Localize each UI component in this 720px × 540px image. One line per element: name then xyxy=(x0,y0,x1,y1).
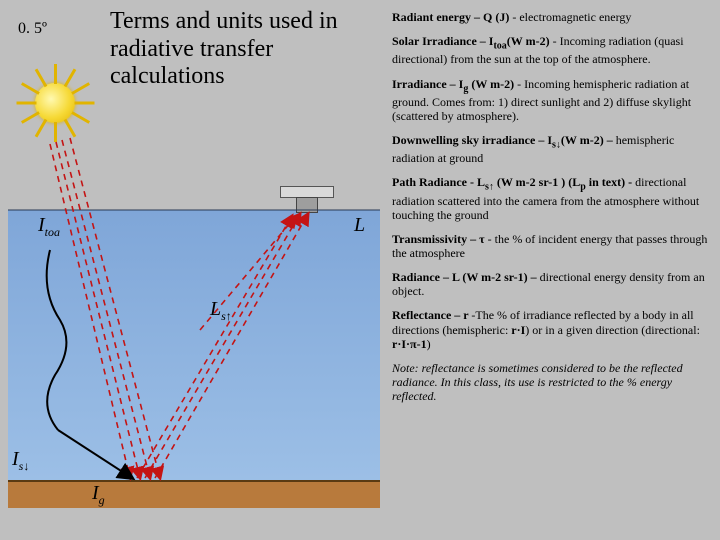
t-rf-m2: r·I·π-1 xyxy=(392,337,427,351)
term-note: Note: reflectance is sometimes considere… xyxy=(392,361,708,403)
term-downwelling: Downwelling sky irradiance – Is↓(W m-2) … xyxy=(392,133,708,165)
label-Ls-up-sub: s↑ xyxy=(221,309,232,323)
t-pr-units2: in text) - xyxy=(586,175,635,189)
t-pr-head: Path Radiance - L xyxy=(392,175,485,189)
t-tr-head: Transmissivity – τ xyxy=(392,232,488,246)
ground-rect xyxy=(8,480,380,508)
sky-rect xyxy=(8,210,380,480)
sun-icon xyxy=(10,58,100,148)
terms-panel: Radiant energy – Q (J) - electromagnetic… xyxy=(392,10,708,413)
t-rf-m1: r·I xyxy=(511,323,525,337)
sun-ray xyxy=(35,119,48,138)
radiative-diagram: Itoa L Ls↑ Is↓ Ig xyxy=(0,0,388,540)
t-pr-sub: s↑ xyxy=(485,182,494,193)
label-Ig-sym: I xyxy=(92,482,99,504)
sun-ray xyxy=(17,102,37,105)
t-ra-head: Radiance – L (W m-2 sr-1) – xyxy=(392,270,540,284)
label-L: L xyxy=(354,214,365,237)
label-Ig: Ig xyxy=(92,482,105,508)
term-radiant-energy: Radiant energy – Q (J) - electromagnetic… xyxy=(392,10,708,24)
sun-ray xyxy=(64,68,77,87)
t-dw-sub: s↓ xyxy=(552,139,561,150)
t-ir-units: (W m-2) xyxy=(468,77,517,91)
label-Is-down: Is↓ xyxy=(12,448,29,474)
label-Ls-up: Ls↑ xyxy=(210,298,232,324)
label-Ig-sub: g xyxy=(99,493,105,507)
t-si-units: (W m-2) xyxy=(507,34,553,48)
label-Itoa-sub: toa xyxy=(45,225,60,239)
sun-ray xyxy=(75,102,95,105)
sun-ray xyxy=(64,119,77,138)
label-Ls-up-sym: L xyxy=(210,298,221,320)
term-reflectance: Reflectance – r -The % of irradiance ref… xyxy=(392,308,708,350)
t-re-head: Radiant energy – Q (J) xyxy=(392,10,512,24)
sensor-body xyxy=(296,197,318,213)
t-rf-body3: ) xyxy=(427,337,431,351)
t-ir-head: Irradiance – I xyxy=(392,77,463,91)
sun-core xyxy=(35,83,75,123)
t-dw-units: (W m-2) – xyxy=(561,133,616,147)
term-irradiance: Irradiance – Ig (W m-2) - Incoming hemis… xyxy=(392,77,708,124)
label-Itoa-sym: I xyxy=(38,214,45,236)
t-dw-head: Downwelling sky irradiance – I xyxy=(392,133,552,147)
label-Itoa: Itoa xyxy=(38,214,60,240)
label-Is-down-sub: s↓ xyxy=(19,459,30,473)
term-radiance: Radiance – L (W m-2 sr-1) – directional … xyxy=(392,270,708,298)
sun-ray xyxy=(71,82,90,95)
t-rf-head: Reflectance – r xyxy=(392,308,471,322)
sun-ray xyxy=(21,82,40,95)
label-Is-down-sym: I xyxy=(12,448,19,470)
t-si-head: Solar Irradiance – I xyxy=(392,34,493,48)
term-transmissivity: Transmissivity – τ - the % of incident e… xyxy=(392,232,708,260)
t-pr-units: (W m-2 sr-1 ) (L xyxy=(494,175,580,189)
sensor-icon xyxy=(280,186,332,212)
sun-ray xyxy=(71,111,90,124)
slide-stage: Terms and units used in radiative transf… xyxy=(0,0,720,540)
term-path-radiance: Path Radiance - Ls↑ (W m-2 sr-1 ) (Lp in… xyxy=(392,175,708,222)
t-rf-body2: ) or in a given direction (directional: xyxy=(525,323,700,337)
sun-ray xyxy=(35,68,48,87)
term-solar-irradiance: Solar Irradiance – Itoa(W m-2) - Incomin… xyxy=(392,34,708,66)
sun-ray xyxy=(54,64,57,84)
t-re-body: - electromagnetic energy xyxy=(512,10,631,24)
sun-ray xyxy=(21,111,40,124)
sun-ray xyxy=(54,122,57,142)
t-si-sub: toa xyxy=(493,41,506,52)
